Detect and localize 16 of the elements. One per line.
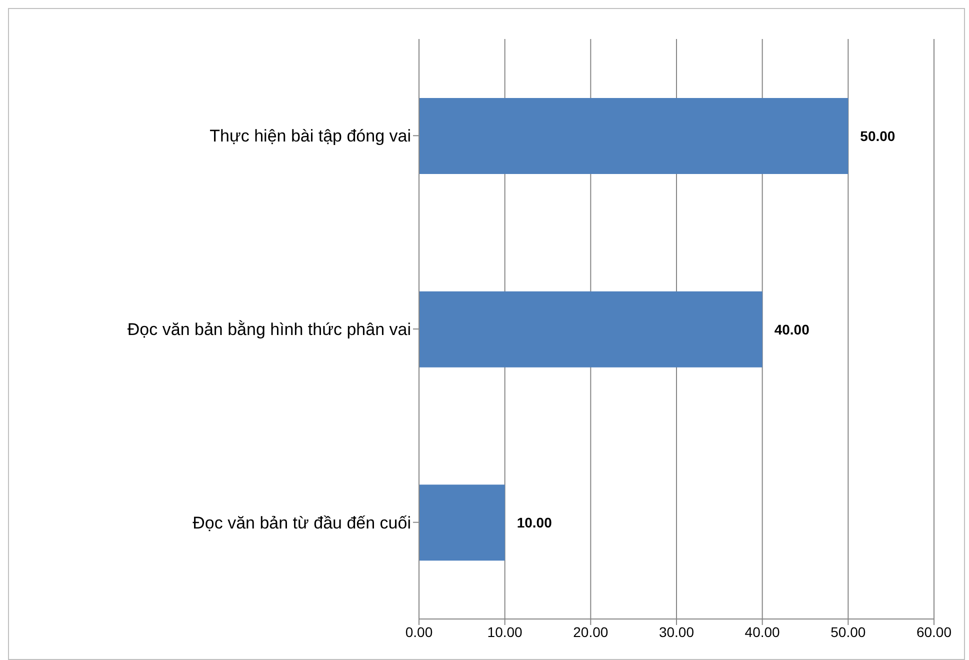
x-tick-label: 50.00	[830, 624, 866, 640]
y-tick-label: Đọc văn bản từ đầu đến cuối	[192, 513, 411, 532]
y-tick-label: Thực hiện bài tập đóng vai	[210, 126, 411, 146]
bar	[419, 98, 848, 174]
x-tick-label: 20.00	[573, 624, 608, 640]
bar	[419, 291, 762, 368]
x-tick-label: 40.00	[744, 624, 780, 640]
x-tick-label: 0.00	[405, 624, 433, 640]
data-label: 40.00	[774, 321, 810, 338]
x-tick-label: 60.00	[916, 624, 952, 640]
y-tick-label: Đọc văn bản bằng hình thức phân vai	[127, 320, 411, 340]
bar	[419, 484, 505, 561]
data-label: 10.00	[516, 514, 552, 531]
x-tick-label: 30.00	[658, 624, 694, 640]
x-tick-label: 10.00	[487, 624, 523, 640]
data-label: 50.00	[860, 128, 896, 144]
